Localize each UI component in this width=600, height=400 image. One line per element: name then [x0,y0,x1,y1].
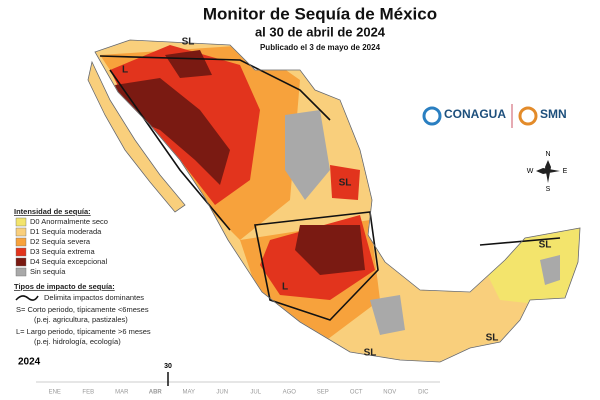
conagua-icon [422,106,442,126]
compass-w: W [527,168,534,175]
smn-icon [518,106,538,126]
impact-label: (p.ej. hidrología, ecología) [34,337,121,346]
map-label: SL [539,240,552,251]
legend-swatch [15,227,27,237]
smn-logo: SMN [540,107,567,121]
impact-label: (p.ej. agricultura, pastizales) [34,315,128,324]
legend-label: Sin sequía [30,267,66,276]
timeline-month: ENE [49,390,61,396]
title: Monitor de Sequía de México [203,4,437,23]
legend-swatch [15,217,27,227]
map-label: SL [486,333,499,344]
impact-boundaries [99,55,561,321]
published: Publicado el 3 de mayo de 2024 [260,43,381,52]
legend-label: D0 Anormalmente seco [30,217,108,226]
timeline-month: OCT [350,390,363,396]
impact-label: L= Largo periodo, típicamente >6 meses [16,327,151,336]
conagua-logo: CONAGUA [444,107,506,121]
timeline-day: 30 [164,363,172,370]
legend-label: D4 Sequía excepcional [30,257,107,266]
compass-rose [536,160,560,183]
compass-n: N [545,151,550,158]
timeline-month: JUN [216,390,228,396]
legend-label: D3 Sequía extrema [30,247,95,256]
subtitle: al 30 de abril de 2024 [255,24,386,39]
timeline-year: 2024 [18,357,41,368]
legend-label: D2 Sequía severa [30,237,91,246]
legend-swatch [15,247,27,257]
map-label: SL [364,348,377,359]
timeline-month: ABR [149,390,163,396]
map-label: SL [339,178,352,189]
impact-line-sample [15,295,39,301]
legend-title: Intensidad de sequía: [14,207,91,216]
timeline-month: FEB [82,390,94,396]
legend-swatch [15,237,27,247]
legend-label: D1 Sequía moderada [30,227,102,236]
map-label: L [282,282,288,293]
area-none [285,110,560,335]
impact-label: S= Corto periodo, típicamente <6meses [16,305,149,314]
impact-label: Delimita impactos dominantes [44,293,144,302]
compass-s: S [546,186,551,193]
map-label: SL [182,37,195,48]
map-label: L [122,65,128,76]
timeline-month: JUL [250,390,261,396]
timeline-month: AGO [283,390,297,396]
compass-e: E [563,168,568,175]
legend-swatch [15,257,27,267]
timeline-month: MAR [115,390,129,396]
impact-title: Tipos de impacto de sequía: [14,282,115,291]
timeline-month: MAY [182,390,195,396]
timeline-month: NOV [383,390,396,396]
legend-swatch [15,267,27,277]
area-d4 [115,50,365,275]
timeline-month: SEP [317,390,329,396]
timeline-month: DIC [418,390,429,396]
